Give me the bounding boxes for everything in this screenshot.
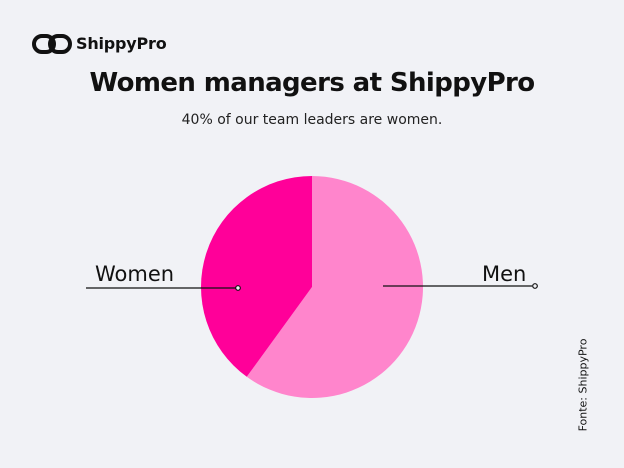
infinity-link-icon xyxy=(32,34,72,54)
women-callout: Women xyxy=(86,262,241,291)
men-callout: Men xyxy=(383,262,538,289)
brand-name: ShippyPro xyxy=(76,34,167,53)
women-leader-dot xyxy=(235,285,241,291)
chart-subtitle: 40% of our team leaders are women. xyxy=(181,112,443,128)
chart-title: Women managers at ShippyPro xyxy=(89,68,535,98)
men-leader-dot xyxy=(532,283,538,289)
pie-slice-men xyxy=(246,176,424,398)
men-label: Men xyxy=(482,262,526,286)
source-note: Fonte: ShippyPro xyxy=(576,338,590,432)
women-label: Women xyxy=(95,262,174,286)
pie-slice-women xyxy=(201,176,312,377)
brand: ShippyPro xyxy=(32,33,167,55)
pie-slices xyxy=(201,176,424,398)
